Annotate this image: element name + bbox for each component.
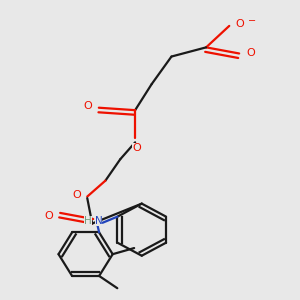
- Text: O: O: [246, 49, 255, 58]
- Text: N: N: [95, 216, 103, 226]
- Text: O: O: [236, 20, 244, 29]
- Text: −: −: [248, 16, 256, 26]
- Text: O: O: [83, 101, 92, 111]
- Text: O: O: [72, 190, 81, 200]
- Text: O: O: [132, 143, 141, 153]
- Text: O: O: [44, 211, 53, 221]
- Text: H: H: [84, 216, 92, 226]
